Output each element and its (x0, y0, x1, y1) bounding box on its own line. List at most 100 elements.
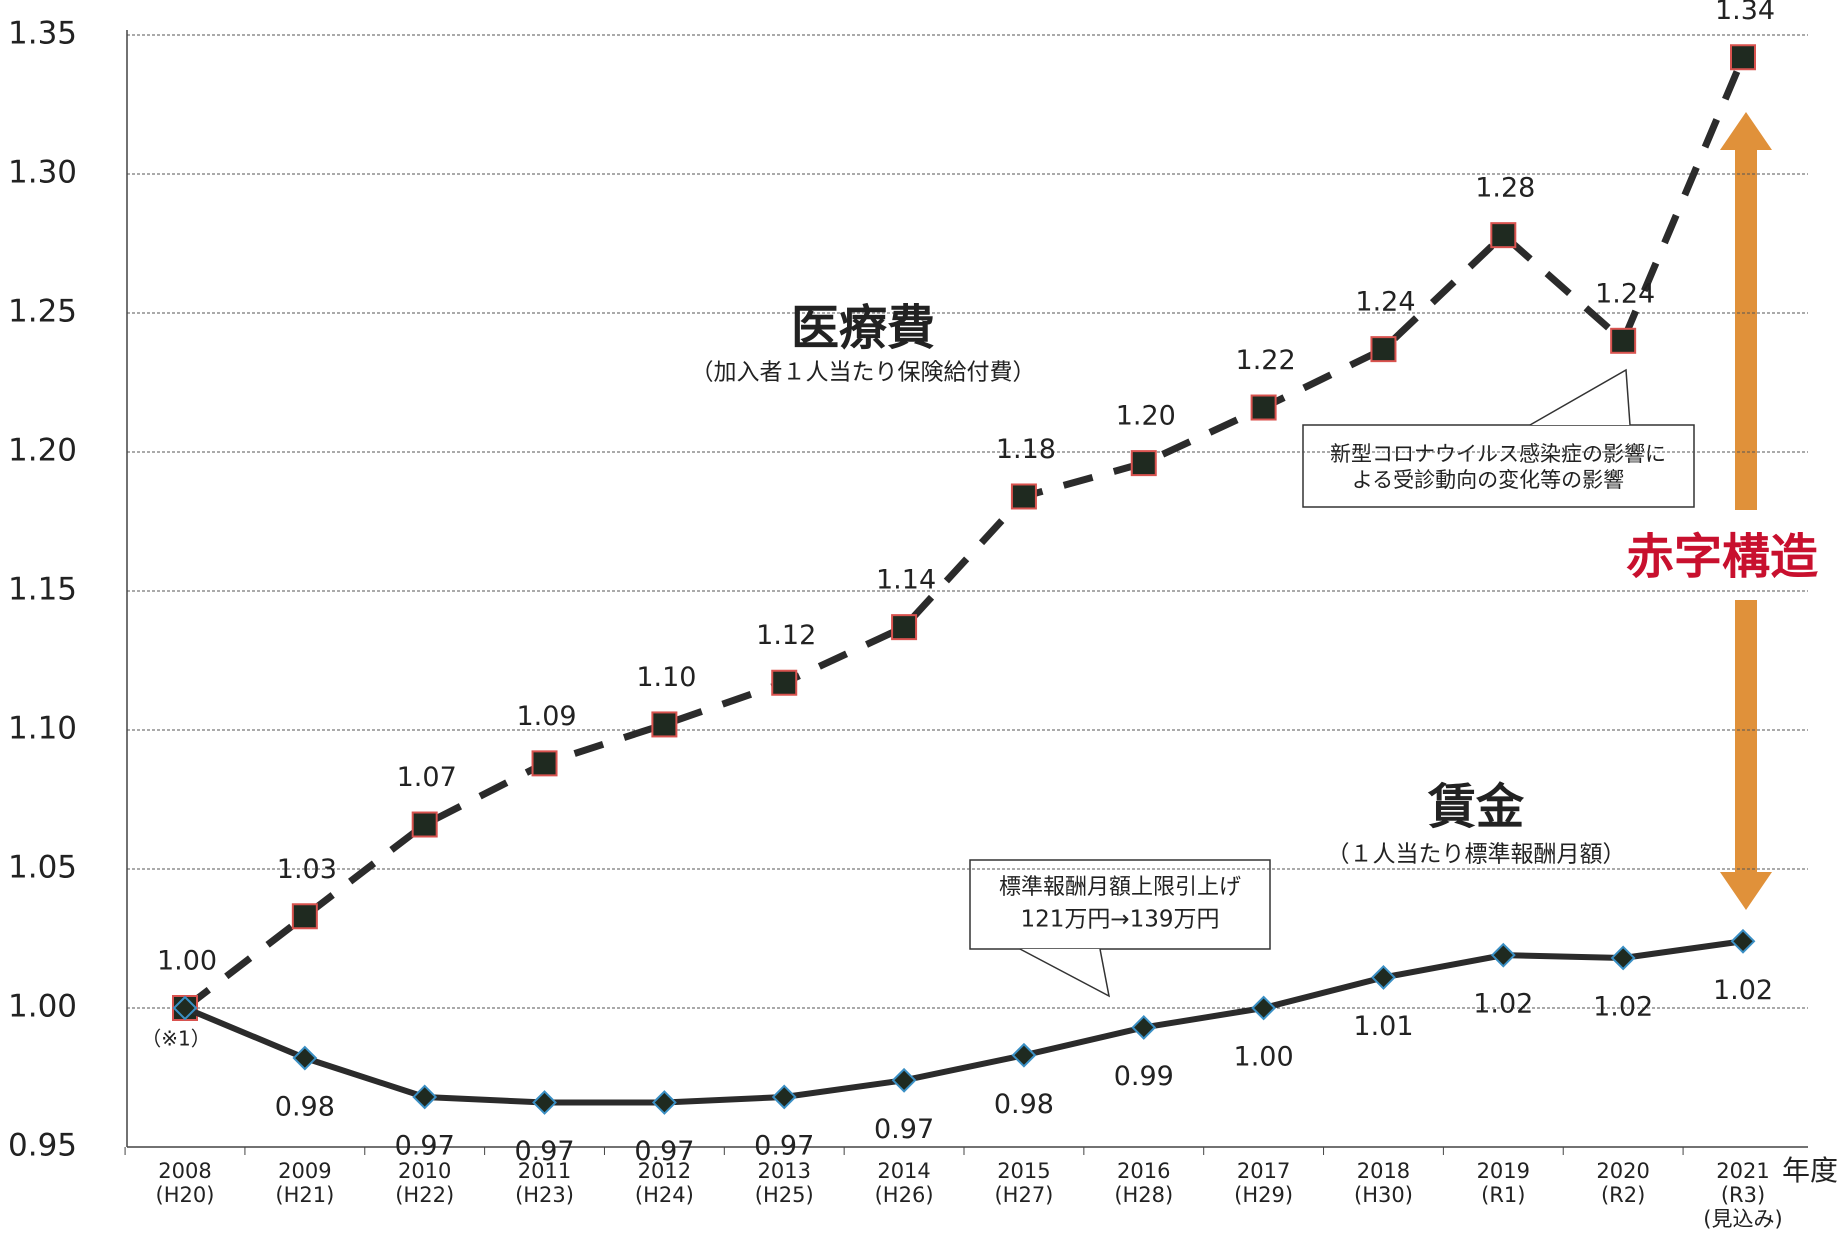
callout-pointer (1529, 368, 1631, 426)
y-tick-label: 1.05 (8, 850, 77, 886)
y-tick-label: 1.25 (8, 294, 77, 330)
series-note: （１人当たり標準報酬月額） (1327, 842, 1626, 868)
marker (1010, 483, 1037, 510)
data-label: 1.00 (157, 946, 217, 977)
data-label: 1.22 (1236, 345, 1296, 376)
data-label: 0.98 (275, 1092, 335, 1123)
marker (1130, 450, 1157, 477)
y-tick-label: 0.95 (8, 1128, 77, 1164)
x-tick-label: 2020 (R2) (1596, 1159, 1650, 1207)
y-tick-label: 1.20 (8, 433, 77, 469)
data-label: 1.02 (1713, 975, 1773, 1006)
x-tick-label-box: 2017 (H29) (1234, 1159, 1293, 1207)
data-label: 0.99 (1114, 1061, 1174, 1092)
x-tick-label: 2009 (H21) (275, 1159, 335, 1207)
x-axis-label: 年度 (1782, 1154, 1838, 1187)
data-label: 0.97 (395, 1130, 455, 1161)
x-tick-label-box: 2015 (H27) (994, 1159, 1054, 1207)
marker (172, 995, 198, 1021)
callout-text: 121万円→139万円 (1020, 907, 1219, 933)
deficit-arrow (1720, 600, 1772, 910)
marker (1251, 995, 1277, 1021)
marker (771, 669, 798, 696)
deficit-arrow (1720, 112, 1772, 510)
marker (891, 614, 918, 641)
x-tick-label-box: 2009 (H21) (275, 1159, 335, 1207)
x-tick-label: 2016 (H28) (1114, 1159, 1174, 1207)
data-label: 1.28 (1475, 173, 1535, 204)
callout-text: よる受診動向の変化等の影響 (1352, 468, 1624, 492)
x-tick-label-box: 2020 (R2) (1596, 1159, 1650, 1207)
marker (1610, 327, 1637, 354)
x-tick-label: 2011 (H23) (515, 1159, 574, 1207)
x-tick-label-box: 2011 (H23) (515, 1159, 574, 1207)
marker (771, 1084, 797, 1110)
data-label: 0.97 (514, 1136, 574, 1167)
series-name: 医療費 (791, 300, 935, 356)
x-tick-label-box: 2008 (H20) (155, 1159, 215, 1207)
data-label: 1.18 (996, 434, 1056, 465)
marker (531, 750, 558, 777)
marker (1370, 336, 1397, 363)
x-tick-label: 2008 (H20) (155, 1159, 215, 1207)
base-note: （※1） (141, 1027, 210, 1051)
x-tick-label: 2018 (H30) (1354, 1159, 1413, 1207)
series-line (183, 938, 1744, 1106)
x-tick-label: 2021 (R3) (見込み) (1703, 1159, 1783, 1231)
x-tick-label: 2013 (H25) (754, 1159, 814, 1207)
data-label: 1.00 (1234, 1042, 1294, 1073)
y-tick-label: 1.35 (8, 16, 77, 52)
data-label: 0.97 (754, 1130, 814, 1161)
marker (1490, 222, 1517, 249)
x-tick-label-box: 2016 (H28) (1114, 1159, 1174, 1207)
deficit-label: 赤字構造 (1626, 529, 1818, 585)
callout-pointer (1019, 948, 1111, 998)
marker (412, 1084, 438, 1110)
data-label: 1.24 (1595, 278, 1655, 309)
data-label: 1.20 (1116, 401, 1176, 432)
marker (1490, 942, 1516, 968)
marker (891, 1067, 917, 1093)
data-label: 1.12 (756, 620, 816, 651)
data-label: 1.01 (1353, 1011, 1413, 1042)
y-tick-label: 1.10 (8, 711, 77, 747)
callout-box (969, 859, 1271, 950)
data-label: 1.03 (277, 854, 337, 885)
marker (1131, 1015, 1157, 1040)
marker (292, 1045, 318, 1071)
data-label: 1.10 (636, 662, 696, 693)
x-tick-label: 2015 (H27) (994, 1159, 1054, 1207)
series-note: （加入者１人当たり保険給付費） (691, 360, 1036, 386)
marker (651, 711, 678, 738)
data-label: 1.02 (1473, 989, 1533, 1020)
y-tick-label: 1.30 (8, 155, 77, 191)
data-label: 1.07 (397, 762, 457, 793)
marker (291, 903, 318, 930)
marker (651, 1090, 677, 1115)
series-line (182, 55, 1747, 1011)
x-tick-label-box: 2018 (H30) (1354, 1159, 1413, 1207)
callout-box (1302, 424, 1695, 508)
marker (1730, 928, 1756, 954)
data-label: 1.02 (1593, 991, 1653, 1022)
callout-text: 標準報酬月額上限引上げ (999, 875, 1241, 900)
marker (1610, 945, 1636, 971)
marker (411, 811, 438, 838)
data-label: 0.97 (874, 1114, 934, 1145)
marker (1011, 1042, 1037, 1068)
x-tick-label-box: 2019 (R1) (1476, 1159, 1531, 1207)
callout-text: 新型コロナウイルス感染症の影響に (1330, 442, 1666, 466)
data-label: 0.97 (634, 1136, 694, 1167)
x-tick-label: 2019 (R1) (1476, 1159, 1531, 1207)
x-tick-label-box: 2010 (H22) (395, 1159, 454, 1207)
y-tick-label: 1.00 (8, 989, 77, 1025)
x-tick-label: 2012 (H24) (634, 1159, 694, 1207)
x-tick-label-box: 2014 (H26) (874, 1159, 934, 1207)
marker (1250, 394, 1277, 421)
data-label: 1.09 (516, 701, 576, 732)
data-label: 1.14 (876, 565, 936, 596)
x-tick-label-box: 2013 (H25) (754, 1159, 814, 1207)
marker (1371, 965, 1396, 990)
series-name: 賃金 (1427, 779, 1525, 835)
x-tick-label: 2014 (H26) (874, 1159, 934, 1207)
